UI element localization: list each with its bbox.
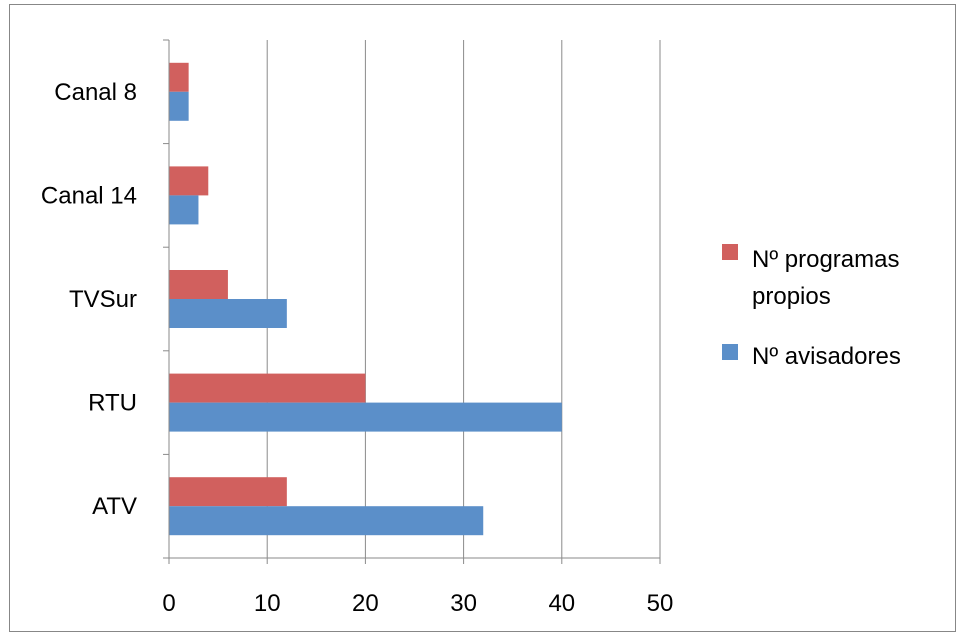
category-label: TVSur: [69, 286, 137, 313]
legend-label: Nº avisadores: [752, 343, 901, 370]
legend-swatch: [722, 244, 738, 260]
x-tick-label: 30: [450, 590, 477, 617]
bar-atv-series-1: [169, 477, 287, 507]
bar-rtu-series-1: [169, 373, 366, 403]
x-tick-label: 10: [254, 590, 281, 617]
x-tick-label: 20: [352, 590, 379, 617]
category-label: Canal 8: [54, 79, 137, 106]
bars: [169, 62, 562, 536]
x-tick-label: 40: [548, 590, 575, 617]
bar-canal-8-series-0: [169, 91, 189, 121]
bar-rtu-series-0: [169, 402, 562, 432]
category-label: ATV: [92, 493, 137, 520]
bar-tvsur-series-0: [169, 299, 287, 328]
axes: ATV RTU TVSur Canal 14 Canal 8 0 10 20 30 40 50: [41, 39, 674, 617]
legend: Nº programas propios Nº avisadores: [722, 244, 901, 370]
bar-canal-14-series-0: [169, 195, 199, 225]
x-tick-label: 0: [162, 590, 175, 617]
bar-tvsur-series-1: [169, 270, 228, 299]
bar-canal-8-series-1: [169, 62, 189, 92]
bar-canal-14-series-1: [169, 166, 209, 196]
gridlines: [266, 40, 661, 558]
category-label: Canal 14: [41, 182, 137, 209]
legend-label: Nº programas: [752, 246, 899, 273]
category-label: RTU: [88, 390, 137, 417]
x-tick-label: 50: [647, 590, 674, 617]
bar-atv-series-0: [169, 506, 484, 536]
legend-label: propios: [752, 283, 831, 310]
legend-swatch: [722, 344, 738, 360]
